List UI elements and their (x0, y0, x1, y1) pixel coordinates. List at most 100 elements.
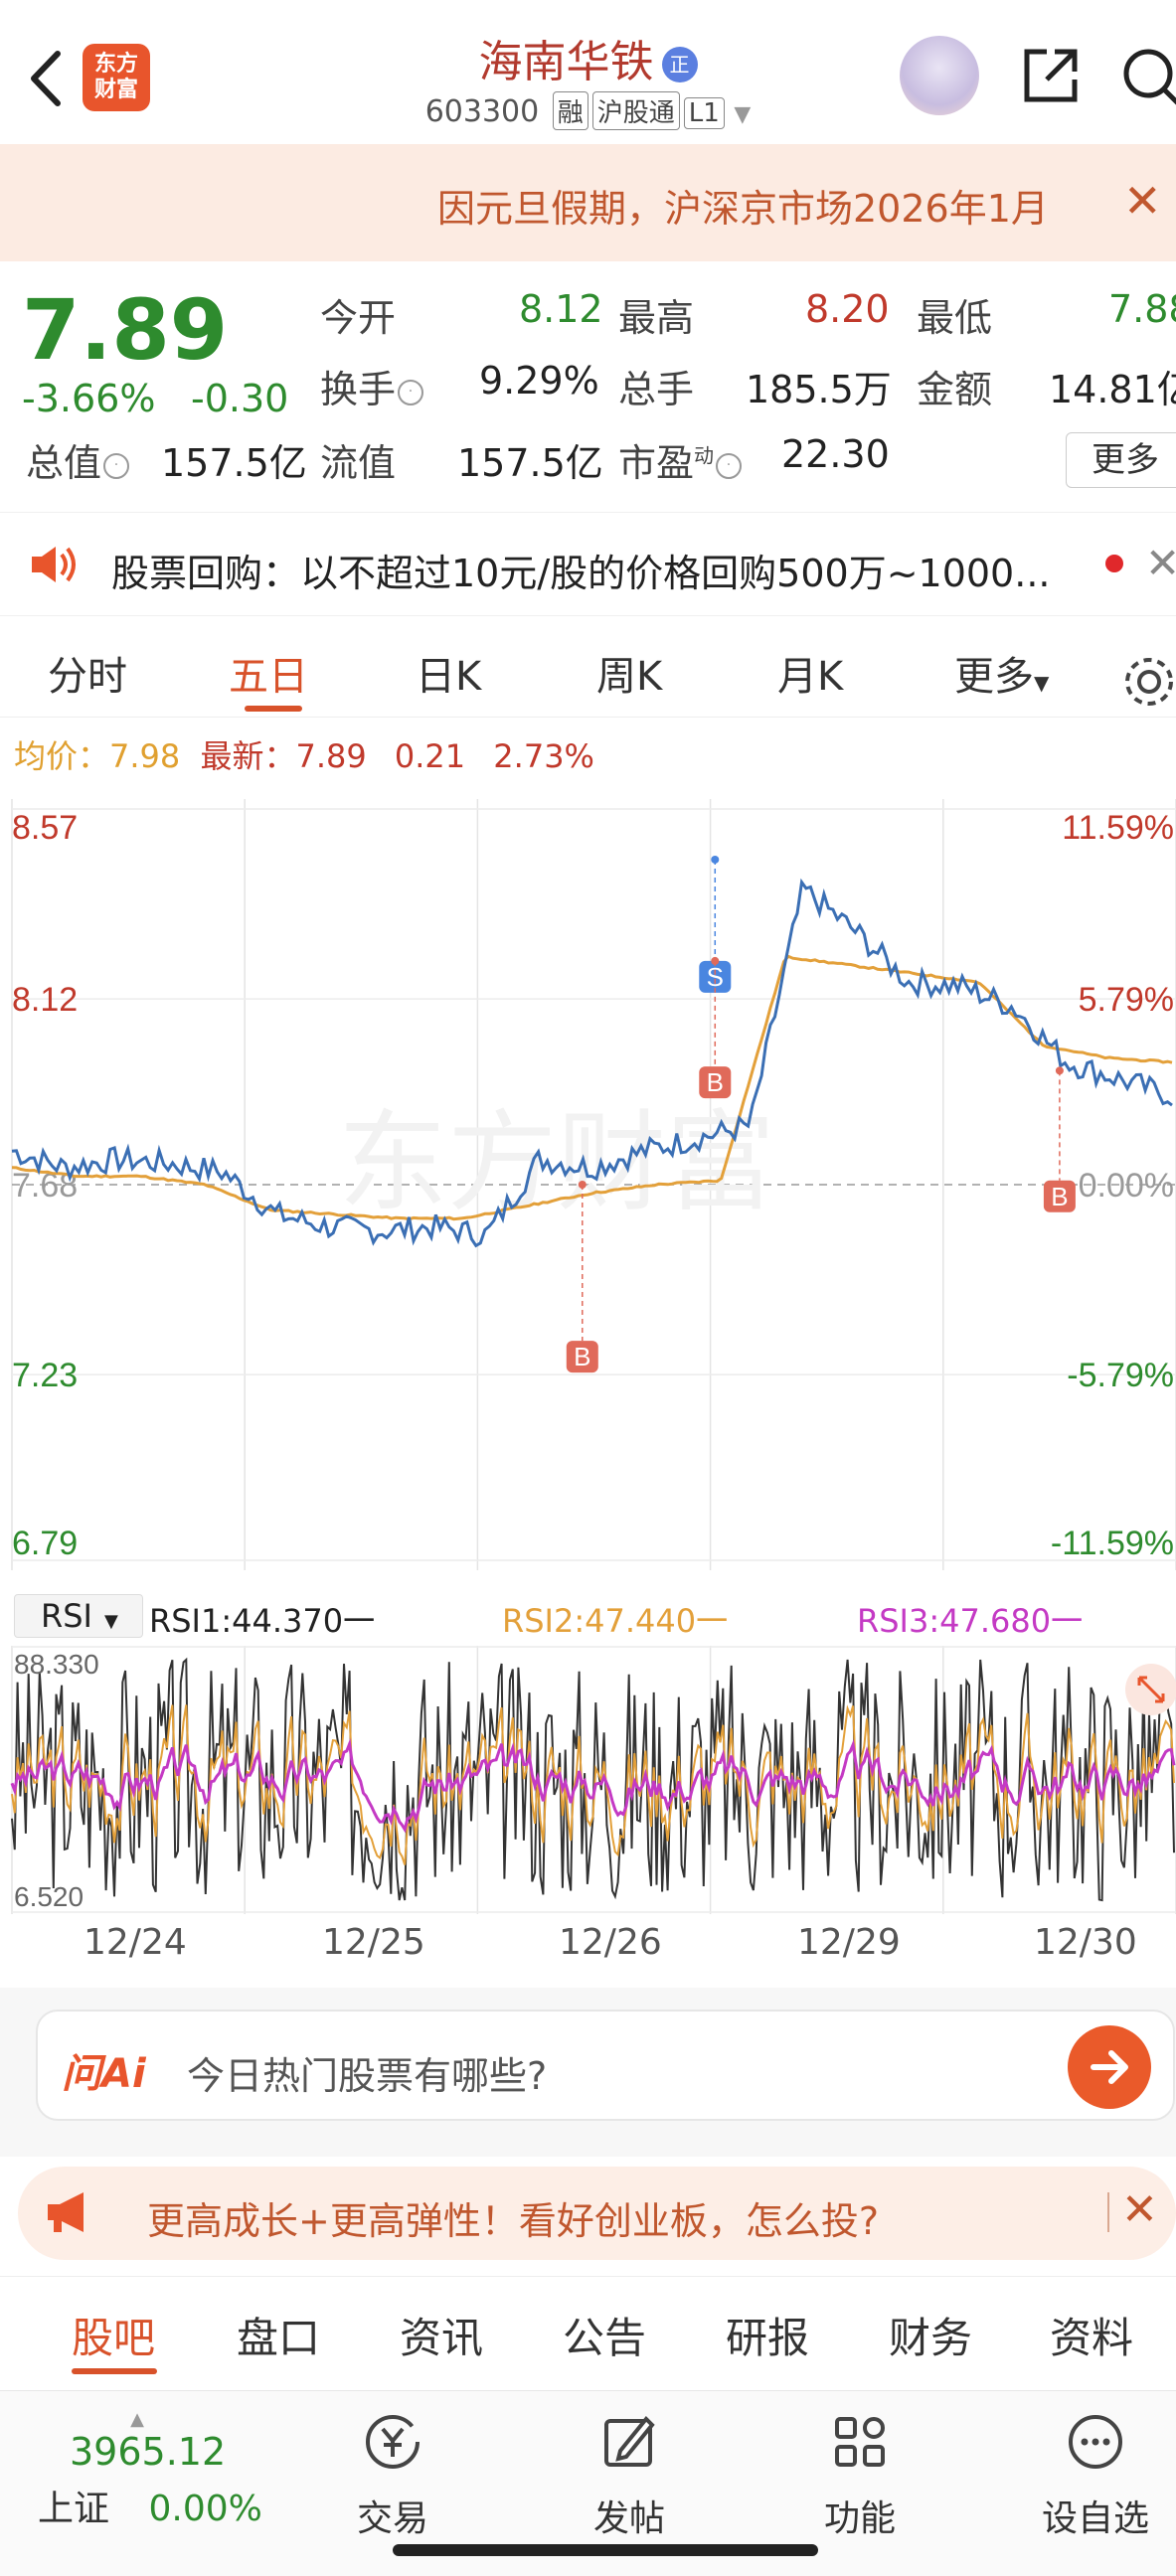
chevron-down-icon: ▼ (1034, 671, 1050, 695)
rsi3-line (10, 1737, 1176, 1834)
change-pct: -3.66% (22, 377, 156, 420)
trade-button[interactable]: 交易 (348, 2411, 437, 2541)
low-label: 最低 (917, 296, 993, 340)
latest-pct: 2.73% (493, 737, 594, 775)
tab-five-day[interactable]: 五日 (229, 654, 308, 700)
tab-research[interactable]: 研报 (726, 2314, 810, 2362)
promo-text: 更高成长+更高弹性！看好创业板，怎么投? (147, 2199, 880, 2243)
tab-weekly-k[interactable]: 周K (596, 654, 663, 700)
more-quote-button[interactable]: 更多 (1066, 432, 1176, 488)
trade-marker[interactable] (566, 1341, 598, 1373)
ai-logo: 问Ai (62, 2051, 146, 2097)
info-icon[interactable]: · (398, 379, 424, 405)
info-icon[interactable]: · (716, 452, 743, 479)
mcap-label: 总值 · (26, 432, 130, 487)
current-price: 7.89 (22, 281, 229, 379)
tab-financials[interactable]: 财务 (889, 2314, 973, 2362)
float-label: 流值 (320, 441, 397, 485)
expand-icon[interactable] (1125, 1664, 1176, 1715)
rsi-legend: RSI ▼ RSI1:44.370一 RSI2:47.440一 RSI3:47.6… (0, 1590, 1176, 1646)
tab-intraday[interactable]: 分时 (48, 654, 127, 700)
low-value: 7.88 (1108, 287, 1176, 331)
y-tick-right: -5.79% (1067, 1357, 1174, 1394)
promo-banner[interactable]: 更高成长+更高弹性！看好创业板，怎么投? ✕ (18, 2167, 1176, 2260)
open-label: 今开 (320, 296, 397, 340)
level-tag[interactable]: L1 (683, 97, 725, 129)
rsi-chart[interactable]: 88.330 6.520 (0, 1646, 1176, 1914)
close-icon[interactable]: ✕ (1121, 2184, 1158, 2235)
date-axis: 12/24 12/25 12/26 12/29 12/30 (0, 1918, 1176, 1974)
index-value: 3965.12 (70, 2430, 227, 2474)
functions-button[interactable]: 功能 (815, 2411, 905, 2541)
close-icon[interactable]: ✕ (1145, 539, 1176, 587)
open-value: 8.12 (519, 287, 603, 331)
date-tick: 12/26 (559, 1922, 662, 1963)
rsi2-value: RSI2:47.440一 (502, 1602, 729, 1640)
chevron-down-icon: ▼ (103, 1611, 118, 1632)
speaker-icon (32, 547, 76, 582)
tab-monthly-k[interactable]: 月K (777, 654, 844, 700)
ai-question-input[interactable]: 问Ai 今日热门股票有哪些? (36, 2010, 1175, 2121)
title-badge: 正 (661, 47, 698, 82)
trade-marker[interactable] (699, 960, 732, 993)
change-value: -0.30 (191, 377, 289, 420)
five-day-price-chart[interactable]: 东方财富 8.57 11.59%8.12 5.79%7.68 0.00%7.23 -5.… (0, 783, 1176, 1578)
tab-profile[interactable]: 资料 (1050, 2314, 1134, 2362)
eastmoney-logo: 东方 财富 (83, 44, 150, 111)
watermark: 东方财富 (338, 1102, 775, 1224)
trade-marker[interactable] (1043, 1180, 1076, 1212)
date-tick: 12/30 (1034, 1922, 1137, 1963)
grid-icon (835, 2417, 885, 2467)
post-button[interactable]: 发帖 (585, 2411, 674, 2541)
tab-forum[interactable]: 股吧 (72, 2314, 156, 2362)
trade-marker-label: S (707, 962, 724, 992)
latest-label: 最新： (200, 737, 296, 775)
rsi1-value: RSI1:44.370一 (149, 1602, 376, 1640)
share-icon[interactable] (1019, 44, 1083, 107)
volume-label: 总手 (618, 368, 695, 411)
back-arrow-icon[interactable] (22, 44, 72, 113)
add-watchlist-button[interactable]: 设自选 (1036, 2411, 1155, 2541)
gear-icon[interactable] (1121, 654, 1176, 710)
avg-label: 均价： (14, 737, 110, 775)
pe-value: 22.30 (781, 432, 890, 476)
tab-more[interactable]: 更多▼ (954, 654, 1050, 700)
chevron-down-icon[interactable]: ▼ (734, 102, 752, 127)
close-icon[interactable]: ✕ (1123, 174, 1162, 228)
tab-announcements[interactable]: 公告 (563, 2314, 647, 2362)
trade-marker-label: B (1051, 1182, 1068, 1211)
tab-news[interactable]: 资讯 (400, 2314, 484, 2362)
divider (1107, 2192, 1109, 2232)
stock-code-row: 603300 融沪股通 L1 ▼ (0, 91, 1176, 130)
robot-avatar[interactable] (900, 36, 979, 115)
search-icon[interactable] (1118, 44, 1176, 107)
notice-text: 因元旦假期，沪深京市场2026年1月 (437, 187, 1049, 231)
info-icon[interactable]: · (103, 452, 130, 479)
connect-tag: 沪股通 (591, 91, 680, 130)
rsi-selector[interactable]: RSI ▼ (14, 1594, 143, 1638)
stock-title: 海南华铁正 (0, 26, 1176, 89)
header: 东方 财富 海南华铁正 603300 融沪股通 L1 ▼ (0, 0, 1176, 144)
yen-coin-icon (366, 2415, 420, 2469)
marker-dot (1055, 1066, 1064, 1075)
home-indicator (393, 2544, 818, 2556)
bottom-toolbar: ▲ 3965.12 上证 0.00% 交易 发帖 功能 (0, 2390, 1176, 2576)
trade-marker-label: B (574, 1342, 590, 1371)
average-price-line (11, 954, 1173, 1221)
y-tick-right: 5.79% (1079, 981, 1174, 1019)
ai-placeholder: 今日热门股票有哪些? (187, 2054, 548, 2098)
caret-up-icon: ▲ (130, 2409, 144, 2430)
tab-daily-k[interactable]: 日K (416, 654, 482, 700)
y-tick-left: 6.79 (12, 1525, 78, 1562)
amount-label: 金额 (917, 368, 993, 411)
holiday-notice[interactable]: 因元旦假期，沪深京市场2026年1月 ✕ (0, 144, 1176, 261)
date-tick: 12/25 (322, 1922, 425, 1963)
tab-orderbook[interactable]: 盘口 (237, 2314, 321, 2362)
trade-marker[interactable] (699, 1066, 732, 1099)
megaphone-icon (48, 2192, 84, 2232)
buyback-announcement[interactable]: 股票回购：以不超过10元/股的价格回购500万~1000... (0, 512, 1176, 616)
send-button[interactable] (1068, 2025, 1151, 2109)
chart-period-tabs: 分时 五日 日K 周K 月K 更多▼ (0, 618, 1176, 718)
index-ticker[interactable]: ▲ 3965.12 上证 0.00% (38, 2409, 266, 2531)
turnover-value: 9.29% (479, 359, 599, 402)
